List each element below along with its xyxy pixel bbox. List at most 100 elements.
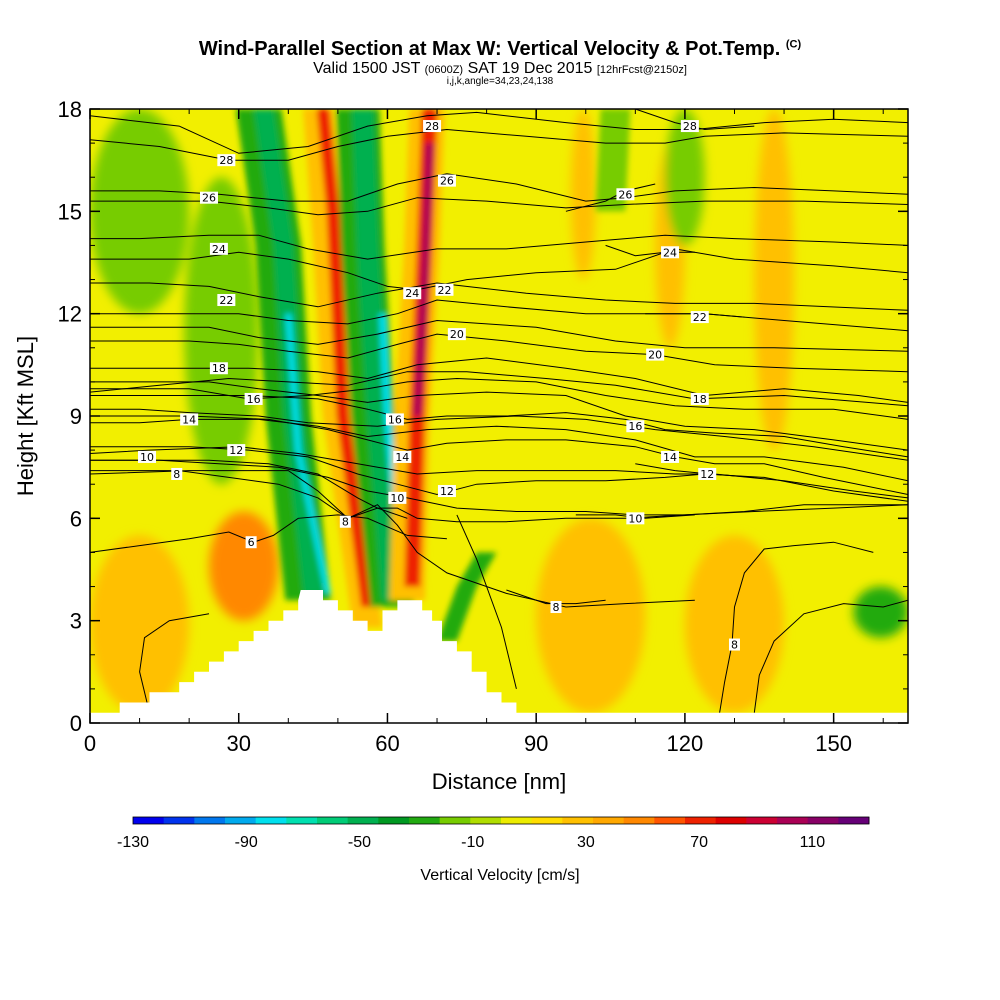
theta-contour-15 — [90, 173, 908, 202]
contour-label-31: 24 — [663, 246, 677, 259]
contour-label-30: 26 — [618, 188, 632, 201]
y-tick-label-1: 3 — [70, 609, 82, 634]
valid-date: SAT 19 Dec 2015 — [467, 60, 593, 77]
theta-contour-4 — [753, 599, 908, 713]
theta-contour-20 — [90, 371, 908, 407]
w-patch-5 — [184, 177, 259, 485]
x-tick-label-3: 90 — [524, 731, 548, 756]
colorbar-swatch-9 — [409, 817, 441, 824]
contour-label-box-28 — [217, 154, 236, 167]
contour-label-box-17 — [209, 242, 228, 255]
copyright-mark: (C) — [785, 38, 802, 51]
contour-label-box-29 — [680, 120, 699, 133]
theta-contour-24 — [90, 470, 408, 519]
colorbar-swatch-3 — [225, 817, 257, 824]
colorbar-swatch-11 — [470, 817, 502, 824]
grid-indices: i,j,k,angle=34,23,24,138 — [446, 76, 554, 87]
w-band-12 — [595, 109, 631, 212]
contour-label-box-9 — [385, 413, 404, 426]
valid-zulu: (0600Z) — [424, 64, 464, 76]
colorbar-swatch-8 — [378, 817, 410, 824]
contour-label-box-13 — [435, 283, 454, 296]
colorbar-swatch-4 — [255, 817, 287, 824]
contour-label-box-25 — [180, 413, 199, 426]
contour-label-29: 28 — [683, 120, 697, 133]
theta-contour-6 — [90, 459, 908, 523]
colorbar-swatch-5 — [286, 817, 318, 824]
contour-label-box-26 — [626, 420, 645, 433]
theta-contour-3 — [139, 613, 210, 713]
contour-label-27: 26 — [202, 192, 216, 205]
contour-label-box-6 — [388, 491, 407, 504]
colorbar-swatch-7 — [347, 817, 379, 824]
colorbar-swatch-21 — [777, 817, 809, 824]
theta-contour-16 — [90, 111, 908, 154]
theta-contour-0 — [90, 514, 447, 553]
contour-label-box-16 — [423, 120, 442, 133]
contour-label-14: 24 — [405, 287, 419, 300]
contour-label-box-22 — [227, 444, 246, 457]
contour-label-box-18 — [217, 294, 236, 307]
colorbar-tick-label-6: 110 — [800, 834, 826, 851]
colorbar-tick-label-4: 30 — [577, 834, 595, 851]
y-axis-title: Height [Kft MSL] — [13, 336, 38, 496]
y-tick-label-5: 15 — [58, 199, 82, 224]
contour-label-box-12 — [447, 328, 466, 341]
contour-label-16: 28 — [425, 120, 439, 133]
theta-contour-12 — [90, 333, 908, 373]
contour-label-8: 14 — [395, 451, 409, 464]
w-patch-3 — [684, 535, 785, 713]
contour-label-18: 22 — [219, 294, 233, 307]
contour-label-34: 10 — [628, 512, 642, 525]
contour-label-box-19 — [646, 348, 665, 361]
contour-label-22: 12 — [229, 444, 243, 457]
contour-label-2: 8 — [731, 639, 738, 652]
contour-label-box-21 — [661, 450, 680, 463]
x-axis-title: Distance [nm] — [432, 769, 567, 794]
contour-label-24: 8 — [173, 468, 180, 481]
theta-contour-17 — [90, 234, 908, 260]
colorbar-swatch-14 — [562, 817, 594, 824]
w-patch-2 — [536, 518, 646, 713]
x-tick-label-2: 60 — [375, 731, 399, 756]
contour-label-box-34 — [626, 512, 645, 525]
theta-contour-23 — [90, 459, 908, 516]
w-band-10 — [413, 143, 434, 416]
colorbar-tick-label-1: -90 — [235, 834, 258, 851]
theta-contour-19 — [90, 319, 908, 352]
theta-contour-11 — [90, 357, 908, 403]
w-patch-1 — [208, 511, 279, 621]
y-tick-label-0: 0 — [70, 711, 82, 736]
colorbar-swatch-0 — [133, 817, 165, 824]
contour-label-35: 8 — [553, 601, 560, 614]
y-tick-label-3: 9 — [70, 404, 82, 429]
contour-label-25: 14 — [182, 413, 196, 426]
theta-contour-21 — [90, 418, 908, 482]
colorbar-swatch-13 — [531, 817, 563, 824]
y-tick-label-6: 18 — [58, 97, 82, 122]
theta-contour-30 — [565, 183, 656, 212]
chart-subtitle: Valid 1500 JST (0600Z) SAT 19 Dec 2015 [… — [0, 60, 1000, 78]
contour-label-15: 26 — [440, 175, 454, 188]
forecast-info: [12hrFcst@2150z] — [596, 64, 687, 76]
x-tick-label-0: 0 — [84, 731, 96, 756]
contour-label-12: 20 — [450, 328, 464, 341]
contour-label-box-24 — [171, 467, 183, 480]
colorbar-swatch-1 — [163, 817, 195, 824]
w-patch-8 — [570, 109, 596, 280]
chart-title: Wind-Parallel Section at Max W: Vertical… — [0, 38, 1000, 61]
colorbar-swatch-2 — [194, 817, 226, 824]
contour-label-28: 28 — [219, 154, 233, 167]
contour-label-box-30 — [616, 188, 635, 201]
colorbar-swatch-17 — [654, 817, 686, 824]
axes: 0 30 60 90 120 150 0 3 6 9 12 15 18 — [58, 97, 909, 756]
colorbar-swatch-23 — [838, 817, 870, 824]
contour-label-box-20 — [690, 392, 709, 405]
contour-label-box-32 — [690, 311, 709, 324]
contour-label-box-27 — [199, 191, 218, 204]
x-tick-label-1: 30 — [226, 731, 250, 756]
contour-label-19: 20 — [648, 349, 662, 362]
contour-label-box-31 — [661, 246, 680, 259]
colorbar-swatch-16 — [623, 817, 655, 824]
theta-contour-31 — [605, 244, 695, 257]
